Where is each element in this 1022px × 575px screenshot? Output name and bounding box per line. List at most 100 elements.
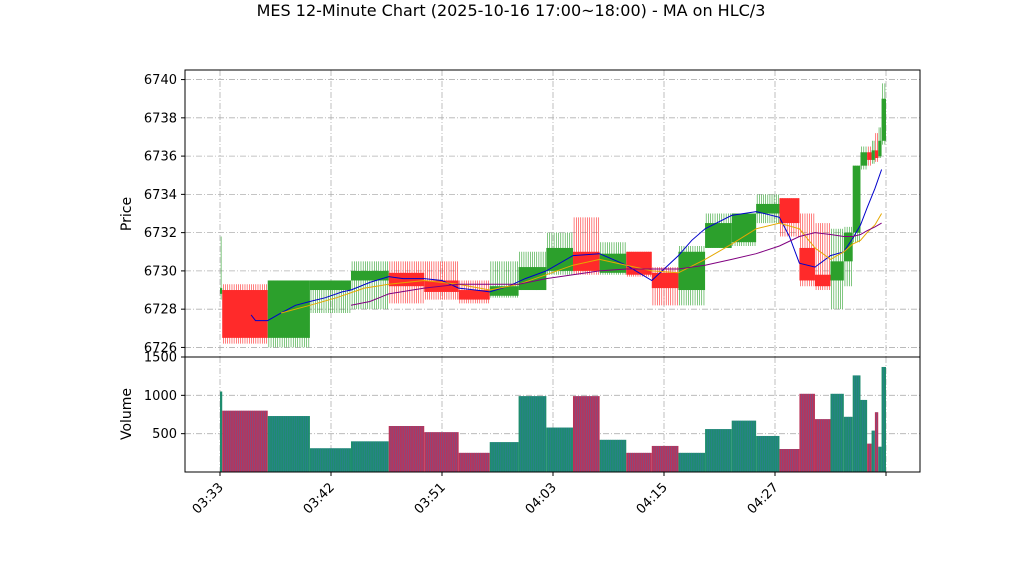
candle-body (350, 270, 389, 281)
volume-bar (871, 430, 875, 472)
moving-average-lines (250, 169, 883, 322)
volume-bar (222, 410, 268, 472)
volume-bar (626, 452, 652, 472)
volume-bar (458, 452, 490, 472)
candle-body (830, 261, 844, 281)
volume-bar (220, 391, 223, 472)
down-candle (799, 213, 815, 287)
up-candle (309, 280, 351, 313)
price-tick-label: 6736 (144, 150, 177, 165)
candle-body (705, 223, 732, 248)
volume-bar-fill (518, 396, 547, 472)
volume-bar (599, 439, 627, 472)
volume-bar (756, 435, 780, 472)
up-candle (678, 246, 706, 306)
candle-body (860, 152, 868, 166)
up-candle (756, 194, 780, 224)
volume-bar (518, 396, 547, 472)
candle-body (843, 232, 853, 262)
price-axis-label: Price (119, 197, 135, 231)
volume-bar (424, 432, 459, 472)
down-candle (867, 146, 872, 166)
volume-axis-label: Volume (119, 388, 135, 440)
moving-average-line-2 (280, 213, 883, 314)
volume-bar (881, 366, 886, 472)
volume-bar (843, 416, 853, 472)
candle-body (458, 290, 490, 300)
volume-bar (388, 426, 425, 472)
up-candle (267, 280, 310, 348)
volume-bar (705, 429, 732, 472)
volume-bar-fill (756, 435, 780, 472)
candle-body (309, 280, 351, 291)
candle-body (599, 253, 627, 273)
candle-body (220, 288, 223, 294)
up-candle (860, 146, 868, 170)
price-tick-label: 6730 (144, 264, 177, 279)
volume-bar-fill (489, 442, 519, 472)
volume-bar (489, 442, 519, 472)
up-candle (220, 236, 223, 300)
time-tick-label: 03:51 (412, 480, 449, 517)
down-candle (779, 198, 800, 237)
up-candle (705, 213, 732, 248)
candle-body (878, 140, 882, 157)
time-tick-label: 04:27 (745, 480, 782, 517)
candle-body (651, 272, 679, 289)
down-candle (651, 267, 679, 306)
volume-bar-fill (799, 393, 815, 472)
candle-body (867, 152, 872, 160)
volume-bar (678, 452, 706, 472)
volume-bar (830, 393, 844, 472)
price-tick-label: 6732 (144, 226, 177, 241)
volume-bar (799, 393, 815, 472)
down-candle (222, 284, 268, 344)
moving-average-line-3 (350, 222, 882, 306)
volume-bars (220, 366, 886, 472)
volume-axis-ticks: 500 1000 1500 (144, 351, 185, 442)
candle-body (799, 247, 815, 281)
time-tick-label: 04:03 (523, 480, 560, 517)
candle-body (518, 267, 547, 291)
volume-bar (874, 412, 879, 472)
up-candle (830, 228, 844, 310)
volume-bar (878, 446, 882, 472)
volume-bar-fill (350, 441, 389, 472)
candle-body (779, 198, 800, 224)
candle-body (814, 274, 831, 287)
volume-bar-fill (309, 448, 351, 472)
volume-bar (731, 420, 757, 472)
volume-tick-label: 1000 (144, 389, 177, 404)
candle-body (626, 251, 652, 275)
volume-bar-fill (267, 416, 310, 472)
time-tick-label: 03:33 (190, 480, 227, 517)
price-tick-label: 6726 (144, 341, 177, 356)
price-grid (185, 70, 920, 357)
volume-bar-fill (860, 399, 868, 472)
up-candle (843, 226, 853, 287)
candle-body (874, 150, 879, 159)
up-candle (878, 127, 882, 159)
price-tick-label: 6734 (144, 188, 177, 203)
up-candle (731, 213, 757, 247)
moving-average-line-1 (250, 169, 883, 322)
price-tick-label: 6728 (144, 303, 177, 318)
price-tick-label: 6740 (144, 73, 177, 88)
candle-body (546, 247, 573, 271)
volume-bar-fill (220, 391, 223, 472)
volume-bar-fill (222, 410, 268, 472)
volume-bar (546, 427, 573, 472)
candle-body (871, 150, 875, 160)
price-axis-ticks: 6726 6728 6730 6732 6734 6736 6738 6740 (144, 73, 185, 356)
candle-body (852, 165, 861, 233)
up-candle (852, 165, 861, 243)
candle-body (731, 213, 757, 243)
volume-bar (860, 399, 868, 472)
volume-bar-fill (731, 420, 757, 472)
volume-bar (852, 375, 861, 472)
time-tick-label: 03:42 (301, 480, 338, 517)
volume-bar (267, 416, 310, 472)
candle-body (222, 290, 268, 338)
candle-body (572, 251, 600, 271)
